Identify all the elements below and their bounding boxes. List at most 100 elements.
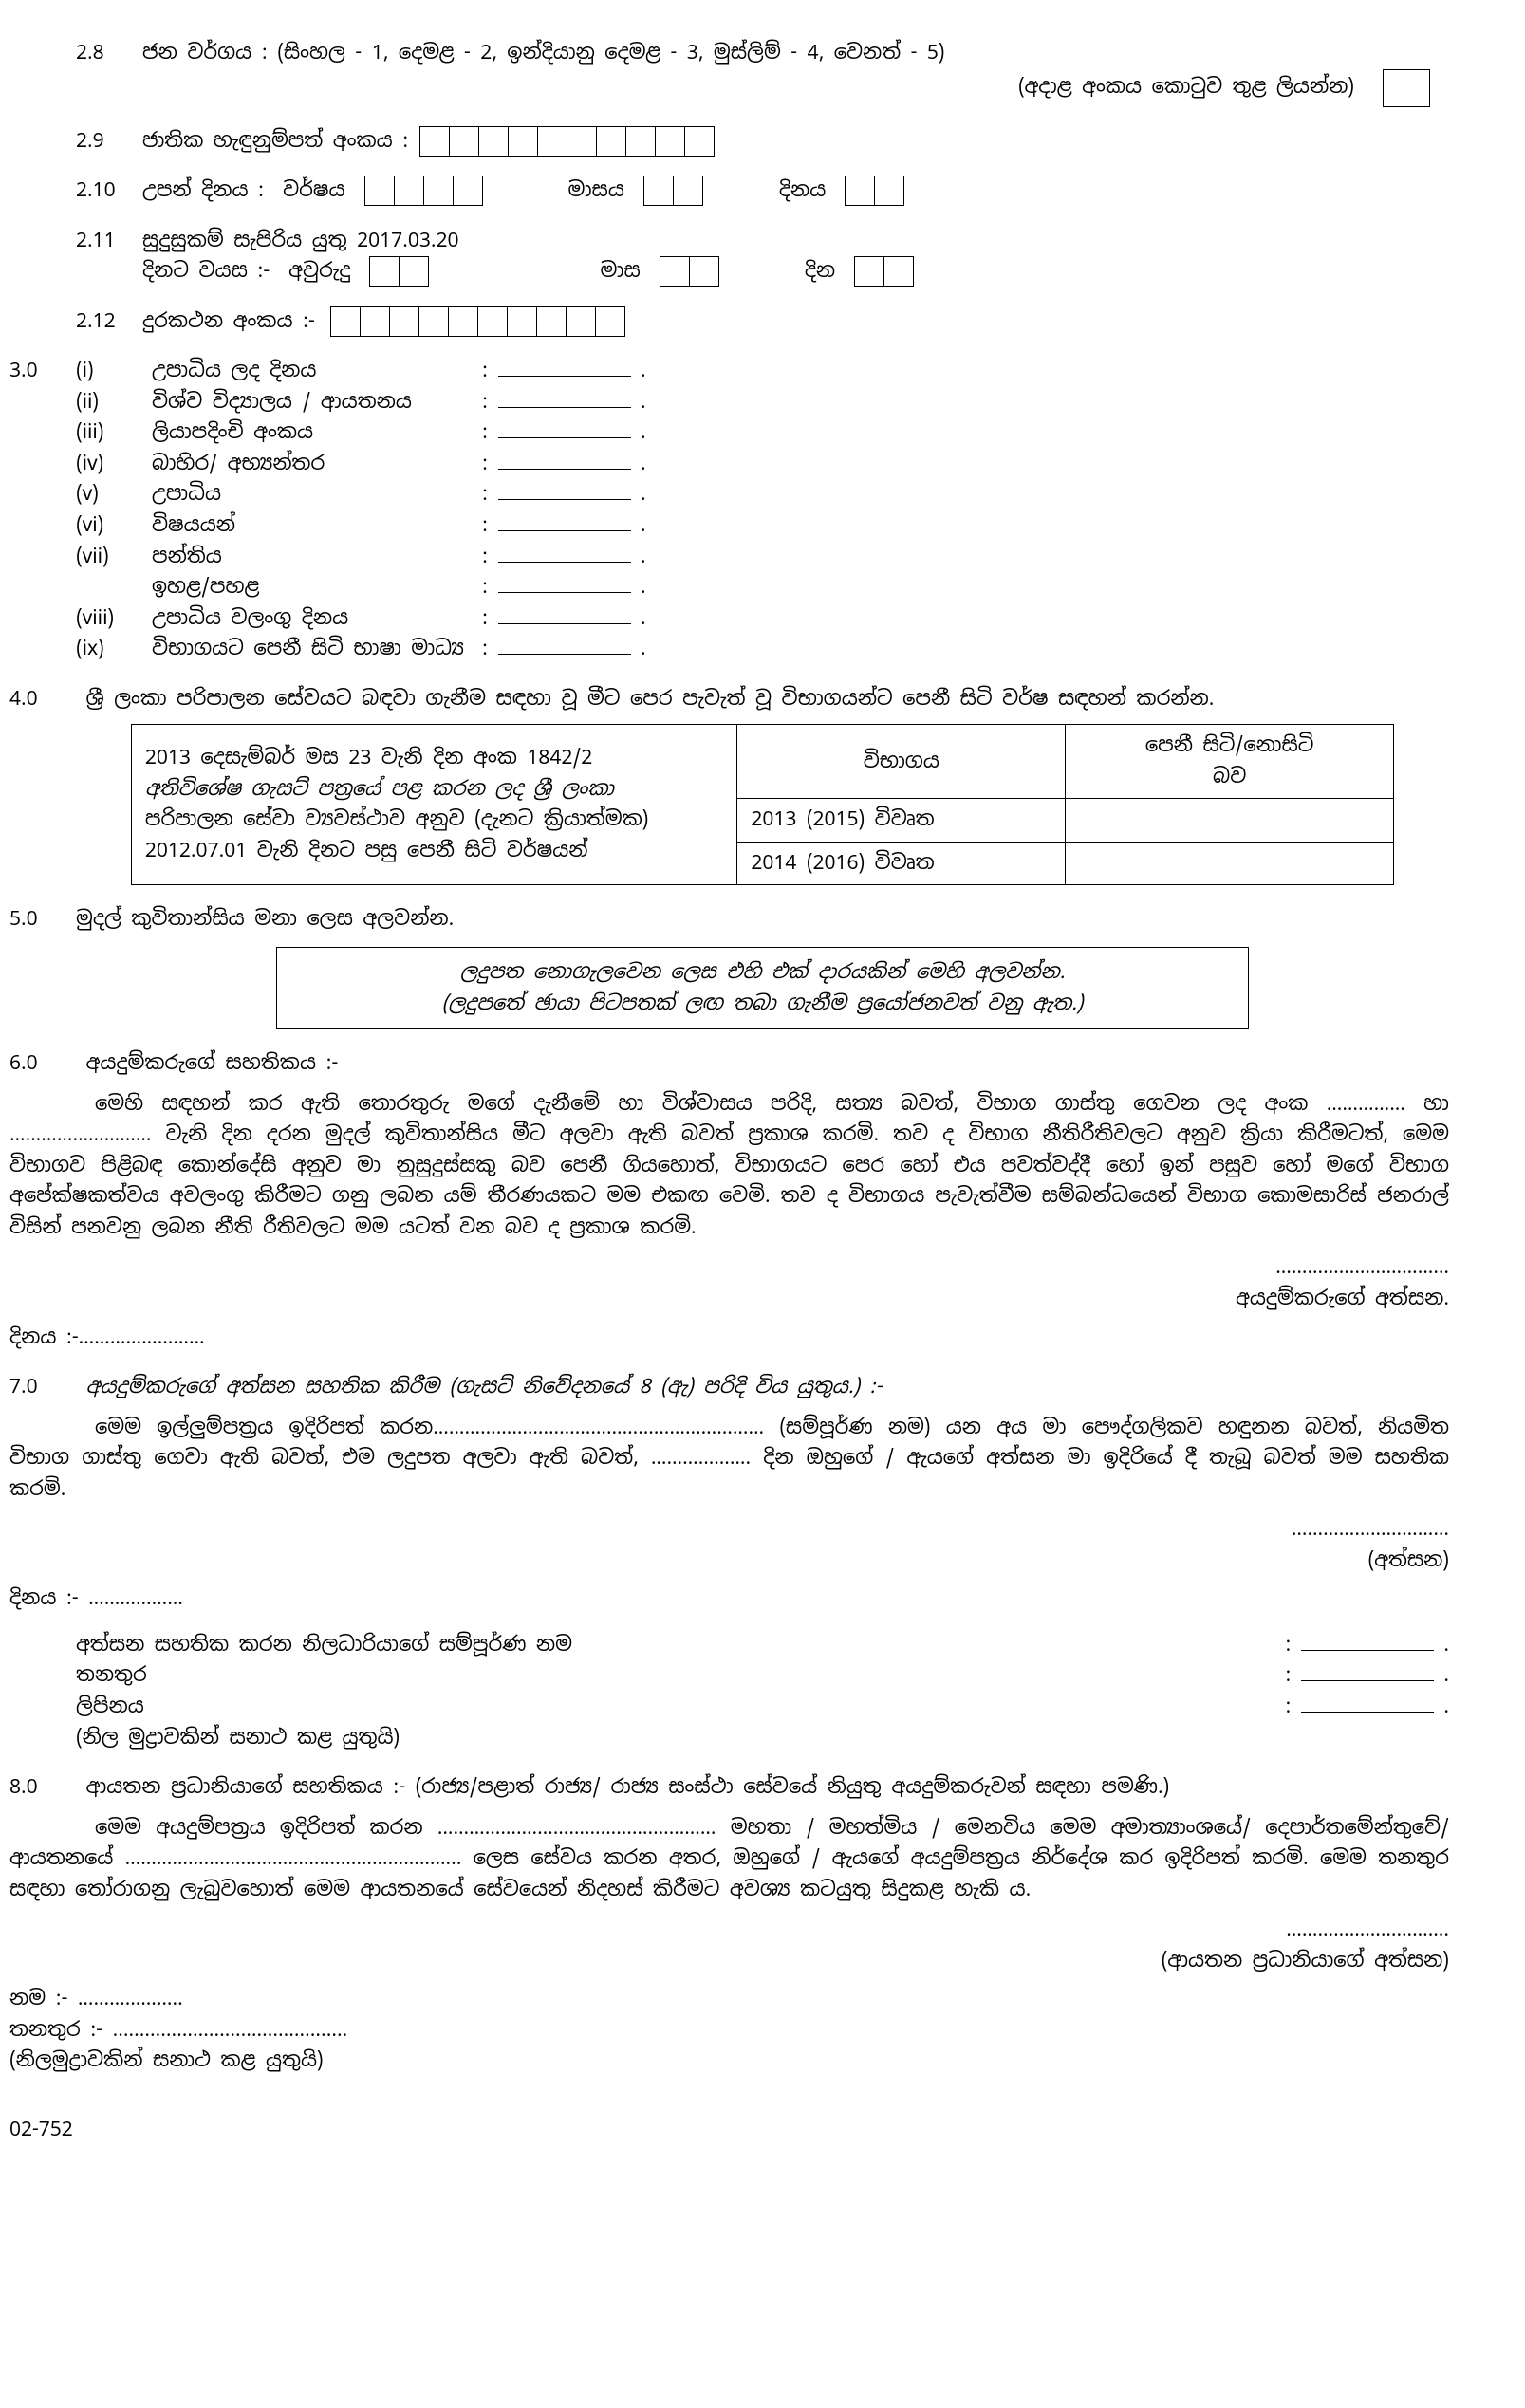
post-line: තනතුර :- ...............................… bbox=[9, 2015, 1449, 2047]
q-num: 4.0 bbox=[9, 684, 76, 715]
ethnicity-box[interactable] bbox=[1383, 69, 1430, 107]
item-fill[interactable]: : . bbox=[482, 542, 646, 573]
degree-item: (iv)බාහිර/ අභ්‍යන්තර : . bbox=[76, 449, 1449, 480]
months-boxes[interactable] bbox=[660, 256, 719, 287]
item-label: බාහිර/ අභ්‍යන්තර bbox=[152, 449, 474, 480]
q-num: 2.12 bbox=[76, 306, 142, 338]
footer-code: 02-752 bbox=[9, 2115, 1449, 2146]
officer-line: ලිපිනය: . bbox=[76, 1692, 1449, 1723]
months-label: මාස bbox=[600, 256, 640, 287]
line-label: තනතුර bbox=[76, 1660, 1285, 1692]
roman: (iii) bbox=[76, 417, 152, 449]
day-label: දිනය bbox=[779, 176, 826, 207]
date-line: දිනය :- ……………… bbox=[9, 1584, 1449, 1615]
col1-l2: අතිවිශේෂ ගැසට් පත්‍රයේ පළ කරන ලද ශ්‍රී ල… bbox=[145, 776, 614, 802]
days-label: දින bbox=[805, 256, 835, 287]
col1-l4: 2012.07.01 වැනි දිනට පසු පෙනී සිටි වර්ෂය… bbox=[145, 836, 724, 867]
roman: (ii) bbox=[76, 387, 152, 418]
item-label: විභාගයට පෙනී සිටි භාෂා මාධ්‍ය bbox=[152, 634, 474, 665]
sig-label: (අත්සන) bbox=[9, 1546, 1449, 1577]
item-fill[interactable]: : . bbox=[482, 387, 646, 418]
q-2-9: 2.9 ජාතික හැඳුනුම්පත් අංකය : bbox=[76, 126, 1449, 157]
item-fill[interactable]: : . bbox=[482, 479, 646, 510]
q-body: මෙම අයදුම්පත්‍රය ඉදිරිපත් කරන ……………….………… bbox=[9, 1813, 1449, 1906]
nic-boxes[interactable] bbox=[419, 126, 715, 157]
exam-table: 2013 දෙසැම්බර් මස 23 වැනි දින අංක 1842/2… bbox=[131, 724, 1394, 885]
q-label: ජන වර්ගය : (සිංහල - 1, දෙමළ - 2, ඉන්දියා… bbox=[142, 40, 945, 65]
item-fill[interactable]: : . bbox=[482, 603, 646, 635]
q-7-0: 7.0 අයදුම්කරුගේ අත්සන සහතික කිරීම (ගැසට්… bbox=[9, 1372, 1449, 1753]
year-label: වර්ෂය bbox=[283, 176, 344, 207]
q-2-10: 2.10 උපන් දිනය : වර්ෂය මාසය දිනය bbox=[76, 176, 1449, 207]
q-title: අයදුම්කරුගේ සහතිකය :- bbox=[86, 1050, 339, 1076]
month-boxes[interactable] bbox=[643, 176, 703, 206]
seal-note: (නිල මුද්‍රාවකින් සනාථ කළ යුතුයි) bbox=[76, 1723, 1449, 1754]
q-5-0: 5.0 මුදල් කුවිතාන්සිය මනා ලෙස අලවන්න. bbox=[9, 904, 1449, 935]
col1-l3: පරිපාලන සේවා ව්‍යවස්ථාව අනුව (දැනට ක්‍රි… bbox=[145, 805, 724, 836]
r2: 2014 (2016) විවෘත bbox=[737, 842, 1066, 885]
roman: (i) bbox=[76, 356, 152, 387]
sig-label: අයදුම්කරුගේ අත්සන. bbox=[9, 1284, 1449, 1315]
q-text: ශ්‍රී ලංකා පරිපාලන සේවයට බඳවා ගැනීම සඳහා… bbox=[86, 686, 1215, 712]
day-boxes[interactable] bbox=[845, 176, 904, 206]
q-num: 6.0 bbox=[9, 1048, 76, 1080]
box-l2: (ලදුපතේ ඡායා පිටපතක් ලඟ තබා ගැනීම ප්‍රයෝ… bbox=[296, 989, 1230, 1020]
q-num: 8.0 bbox=[9, 1772, 76, 1804]
item-fill[interactable]: : . bbox=[482, 572, 646, 603]
roman: (iv) bbox=[76, 449, 152, 480]
item-fill[interactable]: : . bbox=[482, 356, 646, 387]
receipt-box: ලදුපත නොගැලවෙන ලෙස එහි එක් දාරයකින් මෙහි… bbox=[276, 947, 1250, 1029]
sig-dots: …………………………. bbox=[9, 1915, 1449, 1946]
item-label: උපාධිය වලංගු දිනය bbox=[152, 603, 474, 635]
line-fill[interactable]: : . bbox=[1285, 1630, 1449, 1661]
r1: 2013 (2015) විවෘත bbox=[737, 799, 1066, 843]
q-2-11: 2.11 සුදුසුකම් සැපිරිය යුතු 2017.03.20 ද… bbox=[76, 226, 1449, 287]
degree-item: (viii)උපාධිය වලංගු දිනය: . bbox=[76, 603, 1449, 635]
q-2-8: 2.8 ජන වර්ගය : (සිංහල - 1, දෙමළ - 2, ඉන්… bbox=[76, 38, 1449, 107]
line-fill[interactable]: : . bbox=[1285, 1692, 1449, 1723]
degree-item: (ii)විශ්ව විද්‍යාලය / ආයතනය : . bbox=[76, 387, 1449, 418]
date-line: දිනය :-…………………… bbox=[9, 1323, 1449, 1354]
q-title: ආයතන ප්‍රධානියාගේ සහතිකය :- (රාජ්‍ය/පළාත… bbox=[86, 1774, 1170, 1800]
item-label: ඉහළ/පහළ bbox=[152, 572, 474, 603]
r1-blank[interactable] bbox=[1066, 799, 1394, 843]
q-num: 2.9 bbox=[76, 126, 142, 157]
item-fill[interactable]: : . bbox=[482, 634, 646, 665]
h3-l2: බව bbox=[1079, 762, 1380, 793]
item-fill[interactable]: : . bbox=[482, 510, 646, 542]
sig-dots: …………………………… bbox=[9, 1252, 1449, 1284]
year-boxes[interactable] bbox=[364, 176, 483, 206]
q-6-0: 6.0 අයදුම්කරුගේ සහතිකය :- මෙහි සඳහන් කර … bbox=[9, 1048, 1449, 1353]
q-title: අයදුම්කරුගේ අත්සන සහතික කිරීම (ගැසට් නිව… bbox=[86, 1374, 883, 1399]
phone-boxes[interactable] bbox=[330, 306, 625, 337]
degree-item: ඉහළ/පහළ : . bbox=[76, 572, 1449, 603]
days-boxes[interactable] bbox=[854, 256, 914, 287]
q-num: 2.8 bbox=[76, 38, 142, 69]
years-label: අවුරුදු bbox=[288, 256, 350, 287]
col1-l1: 2013 දෙසැම්බර් මස 23 වැනි දින අංක 1842/2 bbox=[145, 743, 724, 774]
degree-item: (v)උපාධිය: . bbox=[76, 479, 1449, 510]
item-fill[interactable]: : . bbox=[482, 449, 646, 480]
sig-label: (ආයතන ප්‍රධානියාගේ අත්සන) bbox=[9, 1946, 1449, 1977]
roman: (ix) bbox=[76, 634, 152, 665]
item-fill[interactable]: : . bbox=[482, 417, 646, 449]
item-label: පන්තිය bbox=[152, 542, 474, 573]
q-num: 5.0 bbox=[9, 904, 76, 935]
month-label: මාසය bbox=[568, 176, 624, 207]
q-8-0: 8.0 ආයතන ප්‍රධානියාගේ සහතිකය :- (රාජ්‍ය/… bbox=[9, 1772, 1449, 2077]
years-boxes[interactable] bbox=[369, 256, 429, 287]
item-label: ලියාපදිංචි අංකය bbox=[152, 417, 474, 449]
q-label: උපන් දිනය : bbox=[142, 176, 264, 207]
degree-item: (vi)විෂයයන්: . bbox=[76, 510, 1449, 542]
q-4-0: 4.0 ශ්‍රී ලංකා පරිපාලන සේවයට බඳවා ගැනීම … bbox=[9, 684, 1449, 715]
seal-note: (නිලමුද්‍රාවකින් සනාථ කළ යුතුයි) bbox=[9, 2046, 1449, 2077]
r2-blank[interactable] bbox=[1066, 842, 1394, 885]
q-num: 2.10 bbox=[76, 176, 142, 207]
line-fill[interactable]: : . bbox=[1285, 1660, 1449, 1692]
item-label: විශ්ව විද්‍යාලය / ආයතනය bbox=[152, 387, 474, 418]
q-label: දුරකථන අංකය :- bbox=[142, 306, 315, 338]
h2: විභාගය bbox=[737, 725, 1066, 799]
degree-item: (vii)පන්තිය: . bbox=[76, 542, 1449, 573]
q-3-0: 3.0 (i)උපාධිය ලද දිනය: .(ii)විශ්ව විද්‍ය… bbox=[9, 356, 1449, 664]
box-l1: ලදුපත නොගැලවෙන ලෙස එහි එක් දාරයකින් මෙහි… bbox=[296, 957, 1230, 989]
